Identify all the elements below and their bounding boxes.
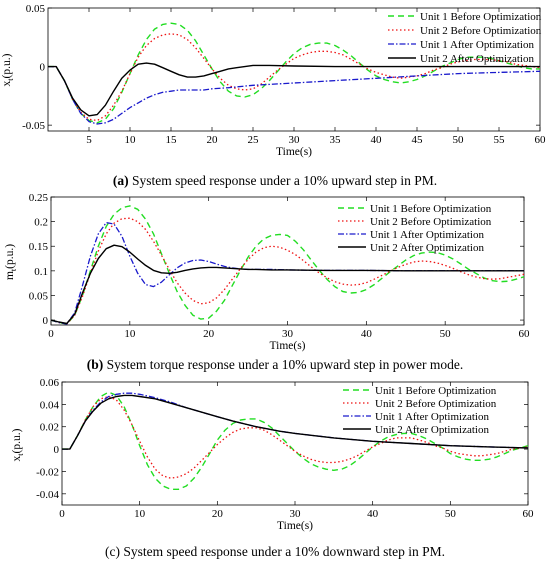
legend-label-2: Unit 1 After Optimization xyxy=(420,39,534,51)
y-axis-label: xt(p.u.) xyxy=(11,428,25,461)
caption-b-text: System torque response under a 10% upwar… xyxy=(103,357,464,372)
legend-label-2: Unit 1 After Optimization xyxy=(375,411,489,423)
y-axis-label-unit: (p.u.) xyxy=(4,244,16,269)
y-tick-label: 0 xyxy=(54,444,60,456)
chart-panel-0: 5 10 15 20 25 30 35 40 45 50 55 60 -0.05 0 0.05 Time(s)… xyxy=(1,3,546,158)
y-axis-label-sub: t xyxy=(9,268,18,271)
x-axis-label: Time(s) xyxy=(270,340,306,352)
series-line-2 xyxy=(51,221,524,325)
y-tick-label: 0.05 xyxy=(26,3,46,15)
x-tick-label: 60 xyxy=(523,508,535,520)
y-axis-label-unit: (p.u.) xyxy=(11,428,23,453)
x-tick-label: 20 xyxy=(212,508,224,520)
x-tick-label: 0 xyxy=(59,508,65,520)
x-tick-label: 20 xyxy=(207,134,219,146)
caption-a-text: System speed response under a 10% upward… xyxy=(128,173,438,188)
caption-c-label: (c) xyxy=(104,544,120,559)
x-tick-label: 30 xyxy=(282,328,294,340)
x-axis-label: Time(s) xyxy=(277,520,313,532)
chart-panel-2: 0 10 20 30 40 50 60 -0.04 -0.02 0 0.02 0.04 0.06 Time… xyxy=(11,377,534,532)
legend-label-0: Unit 1 Before Optimization xyxy=(375,385,497,397)
y-tick-label: -0.05 xyxy=(22,120,45,132)
legend-label-3: Unit 2 After Optimization xyxy=(420,53,534,65)
y-axis-label-sub: t xyxy=(6,78,15,81)
y-axis-label: xt(p.u.) xyxy=(1,53,15,86)
x-tick-label: 20 xyxy=(203,328,215,340)
series-line-3 xyxy=(51,244,524,325)
x-tick-label: 10 xyxy=(124,328,136,340)
x-tick-label: 35 xyxy=(330,134,342,146)
x-tick-label: 25 xyxy=(248,134,260,146)
legend-label-3: Unit 2 After Optimization xyxy=(370,242,484,254)
series-line-2 xyxy=(48,65,540,125)
x-tick-label: 50 xyxy=(440,328,452,340)
y-axis-label-sub: t xyxy=(16,453,25,456)
y-axis-label-unit: (p.u.) xyxy=(1,53,13,78)
legend-label-3: Unit 2 After Optimization xyxy=(375,424,489,436)
series-line-3 xyxy=(62,394,528,450)
x-tick-label: 55 xyxy=(494,134,506,146)
legend-label-0: Unit 1 Before Optimization xyxy=(420,11,542,23)
y-tick-label: 0.25 xyxy=(29,192,49,204)
y-tick-label: 0.2 xyxy=(34,217,48,229)
caption-c-text: System speed response under a 10% downwa… xyxy=(123,544,446,559)
y-axis-label-main: x xyxy=(1,80,13,86)
x-tick-label: 40 xyxy=(371,134,383,146)
x-tick-label: 50 xyxy=(445,508,457,520)
caption-b: (b) System torque response under a 10% u… xyxy=(0,357,550,373)
x-tick-label: 30 xyxy=(289,134,301,146)
x-tick-label: 15 xyxy=(166,134,178,146)
x-tick-label: 60 xyxy=(519,328,531,340)
x-tick-label: 60 xyxy=(535,134,547,146)
legend-label-1: Unit 2 Before Optimization xyxy=(420,25,542,37)
x-tick-label: 5 xyxy=(86,134,92,146)
y-tick-label: 0.04 xyxy=(40,399,60,411)
y-tick-label: 0.1 xyxy=(34,266,48,278)
y-tick-label: -0.04 xyxy=(36,489,59,501)
y-tick-label: 0 xyxy=(40,62,46,74)
series-line-3 xyxy=(48,62,540,117)
caption-a-label: (a) xyxy=(112,173,129,188)
legend-label-2: Unit 1 After Optimization xyxy=(370,229,484,241)
y-tick-label: -0.02 xyxy=(36,466,59,478)
y-axis-label: mt(p.u.) xyxy=(4,244,18,280)
y-axis-label-main: m xyxy=(4,271,16,280)
caption-c: (c) System speed response under a 10% do… xyxy=(0,544,550,560)
x-tick-label: 50 xyxy=(453,134,465,146)
y-axis-label-main: x xyxy=(11,455,23,461)
x-tick-label: 10 xyxy=(134,508,146,520)
x-tick-label: 10 xyxy=(125,134,137,146)
x-tick-label: 40 xyxy=(361,328,373,340)
series-line-0 xyxy=(51,205,524,325)
legend-label-0: Unit 1 Before Optimization xyxy=(370,203,492,215)
y-tick-label: 0 xyxy=(43,315,49,327)
legend-label-1: Unit 2 Before Optimization xyxy=(375,398,497,410)
x-tick-label: 45 xyxy=(412,134,424,146)
x-tick-label: 40 xyxy=(367,508,379,520)
y-tick-label: 0.06 xyxy=(40,377,60,389)
y-tick-label: 0.02 xyxy=(40,422,59,434)
y-tick-label: 0.15 xyxy=(29,241,49,253)
chart-panel-1: 0 10 20 30 40 50 60 0 0.05 0.1 0.15 0.2 0.25 Time(s) m… xyxy=(4,192,530,352)
series-line-0 xyxy=(48,22,540,124)
x-tick-label: 0 xyxy=(48,328,54,340)
x-axis-label: Time(s) xyxy=(276,146,312,158)
caption-a: (a) System speed response under a 10% up… xyxy=(0,173,550,189)
legend-label-1: Unit 2 Before Optimization xyxy=(370,216,492,228)
caption-b-label: (b) xyxy=(86,357,104,372)
series-line-0 xyxy=(62,391,528,490)
y-tick-label: 0.05 xyxy=(29,290,49,302)
x-tick-label: 30 xyxy=(290,508,302,520)
